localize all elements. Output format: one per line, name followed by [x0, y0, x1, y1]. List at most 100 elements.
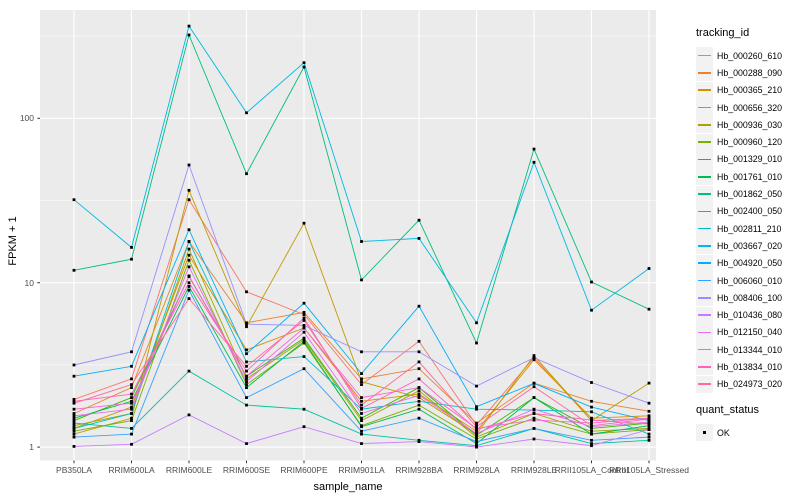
legend-title: tracking_id [696, 27, 750, 39]
legend-key-swatch [696, 150, 713, 168]
y-tick-label: 10 [24, 277, 34, 288]
x-tick-label: RRII105LA_Control [554, 465, 629, 475]
series-color-line-icon [698, 193, 711, 195]
legend-key-swatch [696, 220, 713, 238]
series-color-line-icon [698, 54, 711, 57]
legend-key-swatch [696, 168, 713, 186]
series-color-line-icon [698, 279, 711, 282]
series-color-line-icon [698, 141, 711, 143]
series-color-line-icon [698, 175, 711, 178]
legend-entry-label: Hb_000960_120 [717, 137, 783, 148]
series-color-line-icon [698, 72, 711, 74]
legend-key-swatch [696, 254, 713, 272]
legend-entry: Hb_003667_020 [696, 237, 800, 255]
legend-key-swatch [696, 358, 713, 376]
legend-entry-label: Hb_003667_020 [717, 240, 783, 251]
legend-key-swatch [696, 272, 713, 289]
series-color-line-icon [698, 366, 711, 368]
legend-key-swatch [696, 202, 713, 220]
legend-entry-label: Hb_008406_100 [717, 292, 783, 303]
legend-entry: Hb_000365_210 [696, 81, 800, 99]
legend-entry: Hb_001761_010 [696, 168, 800, 186]
legend-key-swatch [696, 237, 713, 255]
legend-entry: Hb_004920_050 [696, 254, 800, 272]
legend-entry: Hb_012150_040 [696, 323, 800, 341]
series-color-line-icon [698, 262, 711, 264]
legend-key-swatch [696, 64, 713, 82]
legend-key-swatch [696, 323, 713, 341]
legend-key-swatch [696, 341, 713, 359]
legend-entry-label: Hb_001329_010 [717, 154, 783, 165]
series-color-line-icon [698, 297, 711, 299]
quant-status-entry: OK [696, 424, 800, 442]
legend-entry: Hb_001862_050 [696, 185, 800, 203]
x-tick-label: RRIM600LE [165, 465, 213, 475]
legend-entry: Hb_024973_020 [696, 375, 800, 393]
legend-entry-label: Hb_000288_090 [717, 67, 783, 78]
x-tick-label: RRIM928LE [510, 465, 558, 475]
x-tick-label: RRIM901LA [338, 465, 385, 475]
series-color-line-icon [698, 383, 711, 386]
x-tick-label: RRIM928BA [395, 465, 443, 475]
legend-key-swatch [696, 133, 713, 151]
legend-entry: Hb_006060_010 [696, 272, 800, 289]
x-tick-label: RRIM600LA [108, 465, 155, 475]
legend-entry: Hb_001329_010 [696, 150, 800, 168]
legend-key-swatch [696, 116, 713, 134]
axis-ticks [37, 117, 650, 464]
quant-status-block: quant_status OK [696, 403, 800, 442]
legend-entry-label: Hb_024973_020 [717, 379, 783, 390]
legend-key-swatch [696, 306, 713, 324]
series-color-line-icon [698, 314, 711, 316]
x-axis-title: sample_name [313, 481, 383, 493]
legend-entry-label: Hb_001862_050 [717, 189, 783, 200]
legend-entry: Hb_000260_610 [696, 47, 800, 65]
legend-entry: Hb_013344_010 [696, 341, 800, 359]
legend-entry-label: Hb_013834_010 [717, 361, 783, 372]
legend-entry: Hb_000960_120 [696, 133, 800, 151]
legend-key-swatch [696, 99, 713, 117]
series-color-line-icon [698, 210, 711, 213]
quant-key-swatch [696, 424, 713, 442]
legend-key-swatch [696, 289, 713, 307]
x-tick-label: RRIM600SE [222, 465, 271, 475]
quant-status-title: quant_status [696, 403, 759, 416]
legend-entry: Hb_000656_320 [696, 99, 800, 117]
legend-entry-label: Hb_010436_080 [717, 310, 783, 321]
x-tick-label: RRIM928LA [453, 465, 500, 475]
x-tick-label: PB350LA [56, 465, 92, 475]
legend-key-swatch [696, 81, 713, 99]
x-tick-label: RRII105LA_Stressed [609, 465, 689, 475]
point-square-icon [702, 430, 707, 435]
series-color-line-icon [698, 106, 711, 109]
legend-key-swatch [696, 185, 713, 203]
y-tick-label: 1 [29, 442, 34, 453]
legend-entry-label: Hb_002400_050 [717, 206, 783, 217]
y-axis-title: FPKM + 1 [7, 216, 19, 266]
y-tick-label: 100 [19, 113, 34, 124]
legend-entry-label: Hb_004920_050 [717, 258, 783, 269]
legend-key-swatch [696, 375, 713, 393]
legend-entry-label: Hb_013344_010 [717, 344, 783, 355]
series-color-line-icon [698, 245, 711, 247]
series-color-line-icon [698, 124, 711, 126]
data-points [72, 24, 651, 449]
legend-entry: Hb_010436_080 [696, 306, 800, 324]
legend-entries: Hb_000260_610 Hb_000288_090 Hb_000365_210 H… [696, 47, 800, 393]
legend-entry-label: Hb_002811_210 [717, 223, 782, 234]
legend: tracking_id Hb_000260_610 Hb_000288_090 Hb… [696, 27, 800, 442]
legend-entry: Hb_000288_090 [696, 64, 800, 82]
legend-entry-label: Hb_000656_320 [717, 102, 783, 113]
x-tick-label: RRIM600PE [280, 465, 328, 475]
legend-entry-label: Hb_000936_030 [717, 119, 783, 130]
series-color-line-icon [698, 158, 711, 161]
legend-entry: Hb_000936_030 [696, 116, 800, 134]
quant-status-label: OK [717, 427, 730, 438]
legend-key-swatch [696, 47, 713, 65]
legend-entry-label: Hb_006060_010 [717, 275, 783, 286]
legend-entry: Hb_013834_010 [696, 358, 800, 376]
series-color-line-icon [698, 227, 711, 230]
legend-entry-label: Hb_000365_210 [717, 85, 783, 96]
legend-entry-label: Hb_001761_010 [717, 171, 783, 182]
